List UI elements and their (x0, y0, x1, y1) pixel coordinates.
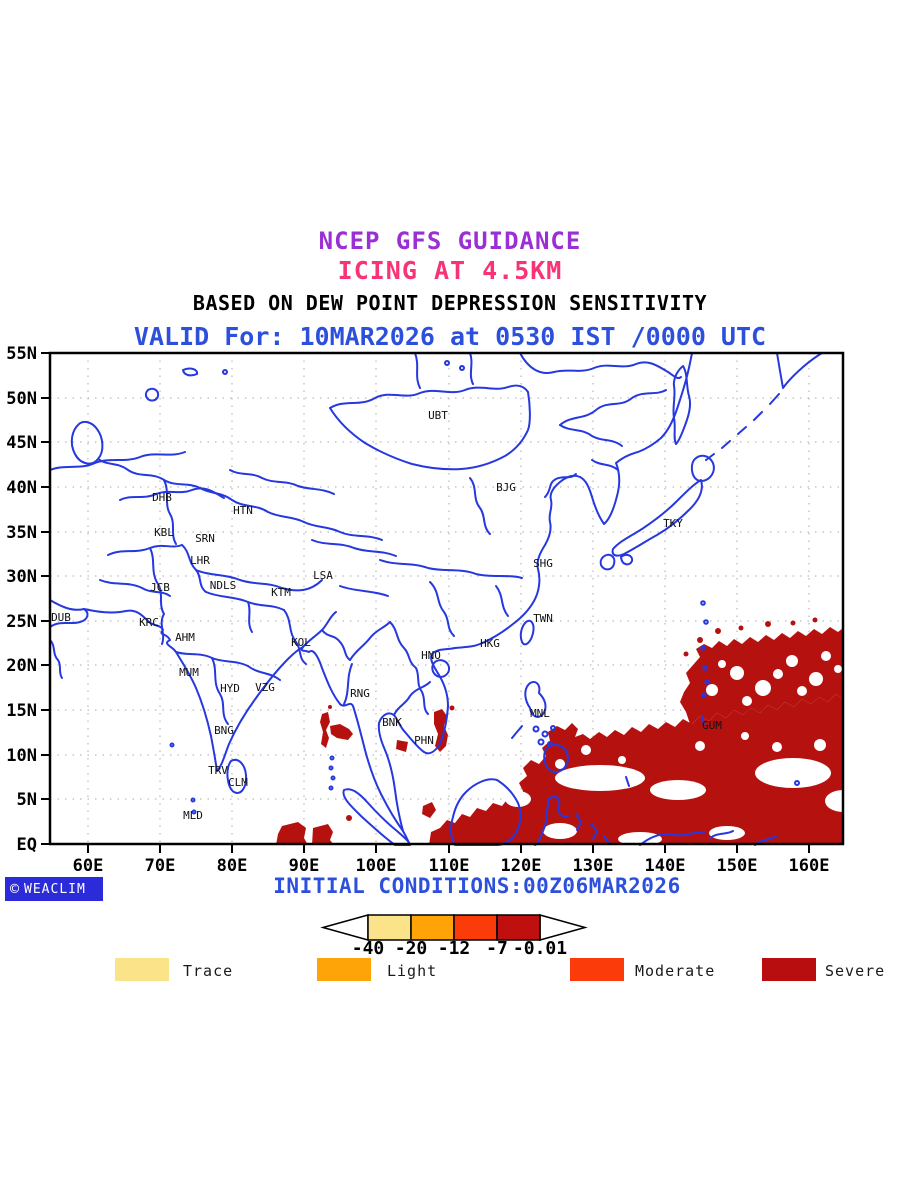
station-label: HTN (233, 504, 253, 517)
station-label: VZG (255, 681, 275, 694)
station-label: SHG (533, 557, 553, 570)
icing-region-gaps (494, 651, 861, 846)
icing-severe-region (276, 617, 843, 845)
x-axis-label: 70E (145, 856, 176, 876)
y-axis-label: 10N (6, 746, 37, 766)
y-axis-label: 5N (17, 790, 37, 810)
station-label: AHM (175, 631, 195, 644)
station-labels: DHB HTN KBL SRN LHR JCB NDLS KTM LSA DUB KRC AHM KOL… (51, 409, 722, 822)
colorbar-tick-label: -12 (437, 938, 471, 959)
x-axis-label: 150E (717, 856, 758, 876)
station-label: TRV (208, 764, 228, 777)
station-label: HNO (421, 649, 441, 662)
y-axis-label: EQ (17, 835, 37, 855)
x-axis-label: 130E (573, 856, 614, 876)
station-label: BJG (496, 481, 516, 494)
x-axis-label: 140E (645, 856, 686, 876)
x-axis-label: 90E (289, 856, 320, 876)
x-axis-label: 80E (217, 856, 248, 876)
station-label: HYD (220, 682, 240, 695)
y-axis-label: 25N (6, 612, 37, 632)
colorbar-tick-label: -7 (486, 938, 508, 959)
y-axis-label: 50N (6, 389, 37, 409)
y-axis-label: 30N (6, 567, 37, 587)
axis-ticks (41, 352, 810, 853)
legend-swatch-trace (115, 958, 169, 981)
station-label: DHB (152, 491, 172, 504)
x-axis-labels: 60E 70E 80E 90E 100E 110E 120E 130E 140E 150E 160E (73, 856, 830, 876)
station-label: NDLS (210, 579, 237, 592)
station-label: LSA (313, 569, 333, 582)
station-label: MLD (183, 809, 203, 822)
y-axis-label: 40N (6, 478, 37, 498)
station-label: DUB (51, 611, 71, 624)
colorbar-tick-label: -0.01 (512, 938, 568, 959)
subtitle-method: BASED ON DEW POINT DEPRESSION SENSITIVIT… (192, 291, 708, 315)
station-label: BNG (214, 724, 234, 737)
legend-swatch-severe (762, 958, 816, 981)
x-axis-label: 110E (429, 856, 470, 876)
colorbar-tick-label: -40 (351, 938, 385, 959)
logo-text: WEACLIM (24, 881, 86, 897)
station-label: KBL (154, 526, 174, 539)
y-axis-label: 20N (6, 656, 37, 676)
station-label: KTM (271, 586, 291, 599)
legend-swatch-moderate (570, 958, 624, 981)
station-label: UBT (428, 409, 448, 422)
coastlines (49, 352, 823, 846)
station-label: TWN (533, 612, 553, 625)
x-axis-label: 120E (501, 856, 542, 876)
x-axis-label: 160E (789, 856, 830, 876)
legend-label-trace: Trace (183, 962, 234, 980)
station-label: JCB (150, 581, 170, 594)
legend-label-light: Light (387, 962, 438, 980)
y-axis-label: 55N (6, 344, 37, 364)
station-label: KRC (139, 616, 159, 629)
x-axis-label: 60E (73, 856, 104, 876)
station-label: BNK (382, 716, 402, 729)
legend-label-severe: Severe (825, 962, 886, 980)
station-label: HKG (480, 637, 500, 650)
y-axis-label: 35N (6, 523, 37, 543)
y-axis-label: 15N (6, 701, 37, 721)
valid-time-label: VALID For: 10MAR2026 at 0530 IST /0000 U… (133, 322, 767, 351)
station-label: TKY (663, 517, 683, 530)
initial-conditions-label: INITIAL CONDITIONS:00Z06MAR2026 (273, 874, 681, 898)
y-axis-label: 45N (6, 433, 37, 453)
station-label: RNG (350, 687, 370, 700)
colorbar-tick-label: -20 (394, 938, 428, 959)
station-label: KOL (291, 636, 311, 649)
weaclim-logo: © WEACLIM (5, 877, 103, 901)
station-label: MUM (179, 666, 199, 679)
page-title: NCEP GFS GUIDANCE (318, 227, 582, 255)
y-axis-labels: 55N 50N 45N 40N 35N 30N 25N 20N 15N 10N 5N EQ (6, 344, 37, 855)
station-label: MNL (530, 707, 550, 720)
legend-label-moderate: Moderate (635, 962, 716, 980)
station-label: CLM (228, 776, 248, 789)
station-label: PHN (414, 734, 434, 747)
x-axis-label: 100E (356, 856, 397, 876)
map-frame (48, 351, 845, 846)
station-label: LHR (190, 554, 210, 567)
station-label: GUM (702, 719, 722, 732)
station-label: SRN (195, 532, 215, 545)
copyright-icon: © (10, 879, 20, 898)
subtitle-parameter: ICING AT 4.5KM (337, 256, 563, 285)
legend-swatch-light (317, 958, 371, 981)
